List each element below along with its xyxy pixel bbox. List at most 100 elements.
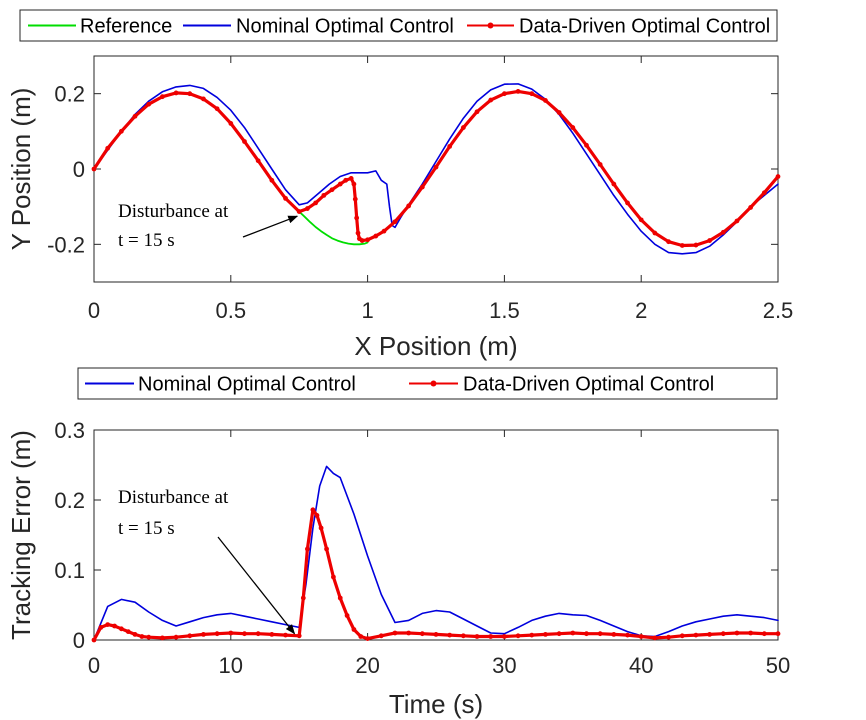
data-point — [310, 507, 316, 513]
x-axis-label: Time (s) — [389, 689, 483, 719]
annotation-line-1: Disturbance at — [118, 487, 229, 508]
data-point — [419, 631, 425, 637]
data-point — [625, 632, 630, 638]
data-point — [146, 634, 152, 640]
data-point — [474, 109, 480, 115]
x-tick-label: 0 — [88, 298, 100, 323]
x-tick-label: 2.5 — [763, 298, 794, 323]
data-point — [720, 631, 726, 637]
data-point — [378, 633, 384, 639]
annotation-line-1: Disturbance at — [118, 201, 229, 222]
data-point — [419, 184, 425, 190]
data-point — [365, 636, 370, 641]
data-point — [775, 631, 781, 637]
data-point — [160, 94, 165, 100]
data-point — [775, 174, 781, 179]
data-point — [305, 546, 310, 552]
data-point — [652, 230, 658, 236]
data-point — [348, 176, 354, 181]
data-point — [365, 237, 370, 243]
data-point — [707, 238, 712, 243]
x-axis-label: X Position (m) — [354, 331, 517, 361]
data-point — [355, 230, 361, 236]
annotation-line-2: t = 15 s — [118, 230, 175, 251]
data-point — [337, 181, 343, 187]
x-tick-label: 1.5 — [489, 298, 520, 323]
data-point — [187, 91, 193, 97]
x-tick-label: 20 — [355, 653, 379, 678]
legend-box — [19, 9, 778, 42]
data-point — [638, 217, 644, 223]
annotation-arrow — [242, 215, 299, 238]
data-point — [474, 634, 480, 639]
legend-marker — [430, 380, 437, 387]
x-tick-label: 2 — [635, 298, 647, 323]
data-point — [734, 630, 740, 636]
data-point — [255, 631, 261, 637]
data-point — [337, 595, 343, 601]
data-point — [351, 181, 357, 187]
legend-label: Data-Driven Optimal Control — [519, 16, 770, 38]
data-point — [488, 634, 494, 639]
data-point — [761, 631, 767, 637]
data-point — [433, 164, 439, 170]
series-line-nominal-optimal-control — [93, 83, 779, 255]
data-point — [515, 89, 521, 94]
data-point — [679, 243, 685, 248]
data-point — [584, 631, 589, 637]
y-tick-label: -0.2 — [47, 232, 85, 257]
x-tick-label: 40 — [629, 653, 653, 678]
data-point — [331, 574, 336, 580]
data-point — [748, 205, 754, 210]
data-point — [318, 525, 324, 531]
data-point — [305, 206, 310, 211]
data-point — [269, 177, 275, 183]
data-point — [502, 634, 507, 639]
data-point — [611, 632, 617, 637]
data-point — [625, 200, 630, 206]
data-point — [597, 631, 603, 637]
data-point — [460, 125, 466, 130]
annotation-arrow — [217, 536, 296, 635]
x-tick-label: 50 — [766, 653, 790, 678]
data-point — [693, 632, 699, 638]
data-point — [321, 192, 327, 198]
data-point — [296, 633, 302, 639]
plot-area — [93, 429, 779, 641]
annotation-line-2: t = 15 s — [118, 518, 175, 539]
data-point — [214, 631, 220, 637]
data-point — [132, 632, 138, 637]
data-point — [139, 634, 145, 639]
data-point — [543, 98, 548, 103]
data-point — [125, 629, 131, 634]
x-tick-label: 10 — [219, 653, 243, 678]
data-point — [502, 91, 507, 97]
data-point — [112, 623, 117, 629]
data-point — [433, 632, 439, 637]
data-point — [91, 637, 97, 643]
x-tick-label: 0 — [88, 653, 100, 678]
data-point — [228, 121, 234, 126]
series-line-reference — [298, 210, 369, 246]
data-point — [105, 145, 111, 151]
data-point — [515, 633, 521, 639]
y-tick-label: 0.2 — [54, 82, 85, 107]
data-point — [597, 162, 603, 167]
data-point — [720, 229, 726, 235]
data-point — [201, 632, 206, 637]
data-point — [283, 632, 288, 638]
data-point — [707, 632, 712, 637]
data-point — [296, 209, 302, 214]
legend: Reference Nominal Optimal Control Data-Dri… — [19, 9, 778, 42]
x-tick-label: 30 — [492, 653, 516, 678]
data-point — [255, 158, 261, 164]
data-point — [666, 239, 671, 245]
data-point — [351, 627, 357, 632]
data-point — [543, 632, 548, 637]
data-point — [354, 215, 360, 221]
data-point — [201, 96, 206, 102]
data-point — [761, 190, 767, 196]
data-point — [105, 622, 111, 627]
data-point — [529, 91, 535, 97]
